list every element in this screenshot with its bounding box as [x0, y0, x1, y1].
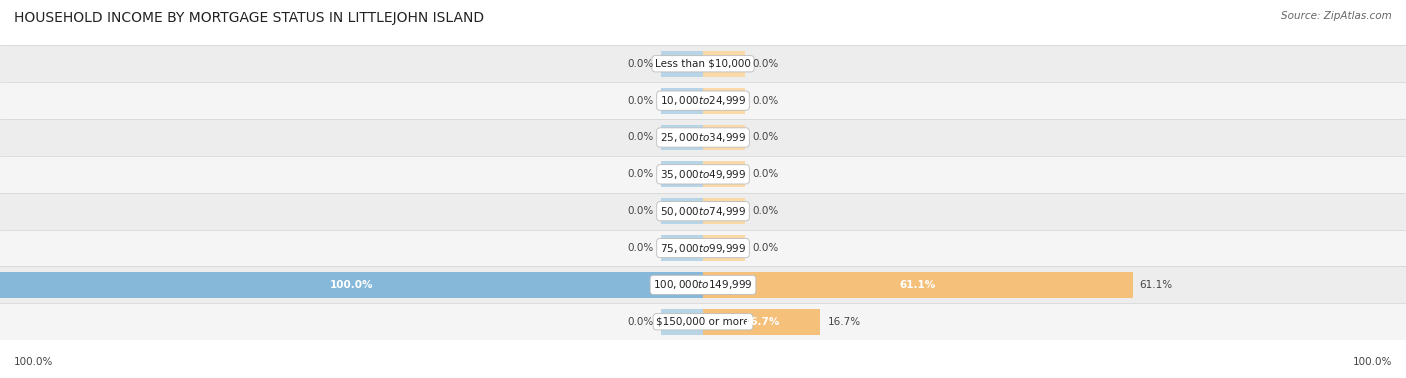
- Bar: [661, 88, 703, 113]
- Text: 0.0%: 0.0%: [627, 169, 654, 179]
- Bar: [0, 193, 1406, 229]
- Bar: [661, 161, 703, 187]
- Text: 0.0%: 0.0%: [752, 96, 779, 105]
- Bar: [703, 161, 745, 187]
- Bar: [703, 51, 745, 77]
- Bar: [0, 266, 1406, 303]
- Text: 61.1%: 61.1%: [1140, 280, 1173, 290]
- Bar: [703, 309, 821, 335]
- Text: 0.0%: 0.0%: [627, 317, 654, 327]
- Bar: [0, 119, 1406, 156]
- Text: 0.0%: 0.0%: [752, 243, 779, 253]
- Text: $35,000 to $49,999: $35,000 to $49,999: [659, 168, 747, 181]
- Bar: [0, 82, 1406, 119]
- Text: 100.0%: 100.0%: [330, 280, 373, 290]
- Bar: [0, 45, 1406, 82]
- Text: 16.7%: 16.7%: [744, 317, 780, 327]
- Text: 0.0%: 0.0%: [627, 206, 654, 216]
- Text: HOUSEHOLD INCOME BY MORTGAGE STATUS IN LITTLEJOHN ISLAND: HOUSEHOLD INCOME BY MORTGAGE STATUS IN L…: [14, 11, 484, 25]
- Bar: [703, 235, 745, 261]
- Text: 16.7%: 16.7%: [827, 317, 860, 327]
- Text: $150,000 or more: $150,000 or more: [657, 317, 749, 327]
- Text: 0.0%: 0.0%: [627, 133, 654, 143]
- Text: 0.0%: 0.0%: [752, 206, 779, 216]
- Text: 0.0%: 0.0%: [627, 243, 654, 253]
- Text: 0.0%: 0.0%: [752, 133, 779, 143]
- Bar: [703, 198, 745, 224]
- Text: $25,000 to $34,999: $25,000 to $34,999: [659, 131, 747, 144]
- Bar: [661, 309, 703, 335]
- Text: 0.0%: 0.0%: [752, 169, 779, 179]
- Text: $75,000 to $99,999: $75,000 to $99,999: [659, 242, 747, 254]
- Text: Source: ZipAtlas.com: Source: ZipAtlas.com: [1281, 11, 1392, 21]
- Bar: [0, 156, 1406, 193]
- Bar: [0, 303, 1406, 340]
- Text: $100,000 to $149,999: $100,000 to $149,999: [654, 279, 752, 291]
- Bar: [661, 235, 703, 261]
- Text: $50,000 to $74,999: $50,000 to $74,999: [659, 205, 747, 218]
- Text: 100.0%: 100.0%: [1353, 357, 1392, 367]
- Bar: [661, 198, 703, 224]
- Text: 100.0%: 100.0%: [14, 357, 53, 367]
- Bar: [0, 229, 1406, 266]
- Text: $10,000 to $24,999: $10,000 to $24,999: [659, 94, 747, 107]
- Text: 61.1%: 61.1%: [900, 280, 936, 290]
- Bar: [703, 125, 745, 150]
- Bar: [661, 51, 703, 77]
- Bar: [661, 125, 703, 150]
- Bar: [703, 272, 1133, 298]
- Bar: [703, 88, 745, 113]
- Bar: [0, 272, 703, 298]
- Text: 0.0%: 0.0%: [627, 96, 654, 105]
- Text: 0.0%: 0.0%: [752, 59, 779, 69]
- Text: 0.0%: 0.0%: [627, 59, 654, 69]
- Text: Less than $10,000: Less than $10,000: [655, 59, 751, 69]
